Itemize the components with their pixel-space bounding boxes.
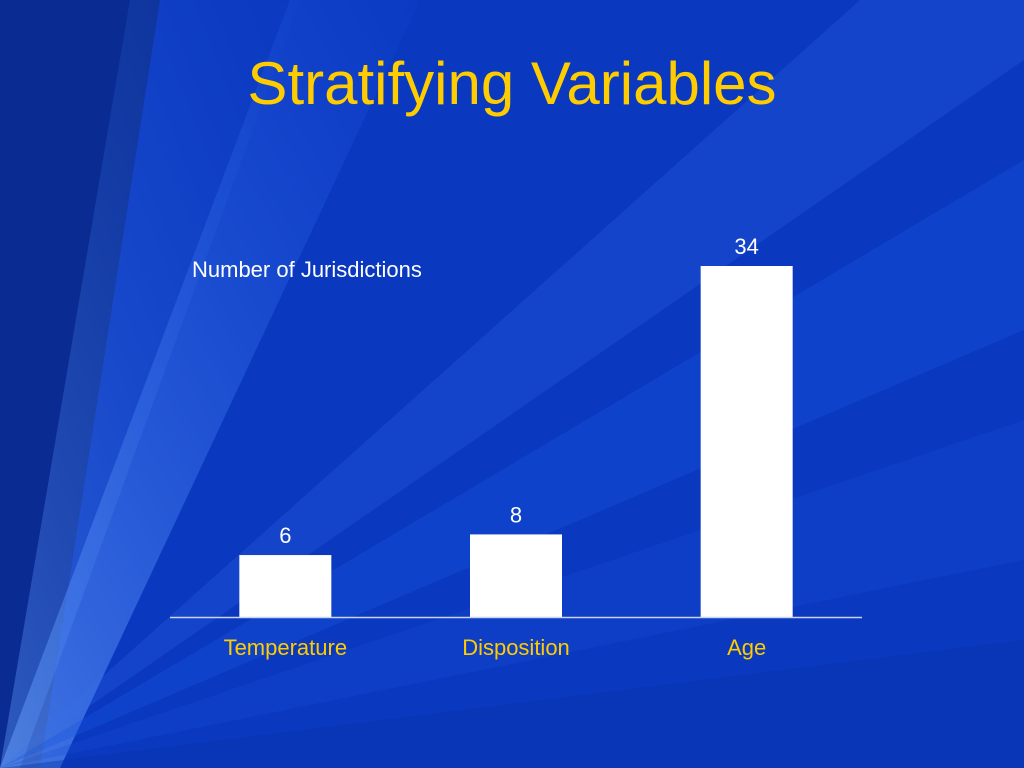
- data-label-temperature: 6: [279, 523, 291, 548]
- data-label-disposition: 8: [510, 502, 522, 527]
- slide-title: Stratifying Variables: [247, 50, 777, 117]
- bar-age: [700, 266, 793, 617]
- chart-series-label: Number of Jurisdictions: [192, 257, 422, 282]
- category-label-disposition: Disposition: [462, 635, 570, 660]
- bar-disposition: [470, 534, 562, 617]
- data-label-age: 34: [734, 234, 758, 259]
- category-label-age: Age: [727, 635, 766, 660]
- bar-temperature: [239, 555, 332, 617]
- category-label-temperature: Temperature: [224, 635, 348, 660]
